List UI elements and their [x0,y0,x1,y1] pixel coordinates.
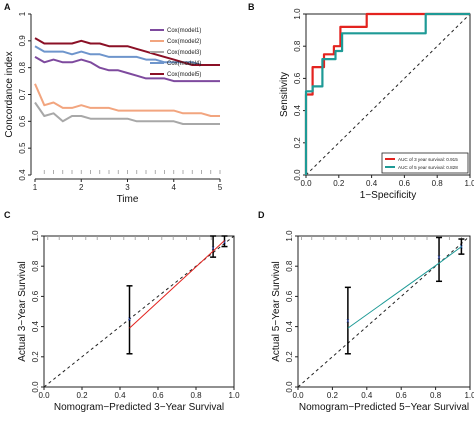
pc-y-tick-label: 0.6 [31,290,40,302]
pc-y-tick-label: 0.2 [31,351,40,363]
pa-y-tick-label: 0.7 [18,88,27,100]
pa-legend-label: Cox(model4) [167,61,201,67]
pb-y-tick-label: 1.0 [293,8,302,20]
pc-x-tick-label: 0.4 [114,391,126,400]
pa-series-line-2 [34,83,220,117]
pc-plot-frame [43,235,235,388]
panel-label-b: B [248,2,255,12]
pd-x-tick-label: 0.2 [327,391,339,400]
pa-series-line-4 [34,45,220,66]
pc-reference-diagonal [43,235,235,388]
pb-legend-label: AUC of 5 year survival: 0.828 [398,165,458,170]
pc-x-tick-label: 0.8 [190,391,202,400]
panel-label-c: C [4,210,11,220]
pa-x-tick-label: 5 [218,183,223,192]
pc-y-tick-label: 0.0 [31,381,40,393]
pb-x-tick-label: 0.2 [333,179,345,188]
pa-x-tick-label: 1 [33,183,38,192]
pd-y-tick-label: 0.6 [285,290,294,302]
pd-reference-diagonal [297,235,471,388]
pa-y-tick-label: 0.6 [18,115,27,127]
pc-point-marker: x [223,240,226,246]
pa-x-tick-label: 4 [172,183,177,192]
pa-legend-label: Cox(model5) [167,72,201,78]
pd-x-tick-label: 0.6 [396,391,408,400]
pa-y-tick-label: 0.8 [18,62,27,74]
pa-legend-label: Cox(model1) [167,28,201,34]
pc-x-tick-label: 0.2 [76,391,88,400]
pb-x-tick-label: 0.8 [432,179,444,188]
pd-x-tick-label: 0.0 [292,391,304,400]
pb-x-tick-label: 0.0 [300,179,312,188]
pc-y-tick-label: 0.8 [31,260,40,272]
calibration-5-year-chart: 0.0 0.2 0.4 0.6 0.8 1.0 0.0 0.2 0.4 0.6 0.8 1.0 Nomo… [271,230,474,413]
concordance-chart: 1 2 3 4 5 0.4 0.5 0.6 0.7 0.8 0.9 1 Time Concordance … [4,11,223,205]
pd-point-marker: x [346,319,349,325]
pa-series-line-5 [34,37,220,66]
pa-x-axis-label: Time [117,194,139,205]
pa-series-line-3 [34,101,220,125]
pa-y-tick-label: 1 [18,11,27,16]
pc-point-marker: x [128,317,131,323]
pd-y-tick-label: 0.2 [285,351,294,363]
pd-plot-frame [297,235,471,388]
pd-x-tick-label: 0.4 [361,391,373,400]
pa-y-axis-label: Concordance index [4,51,15,137]
pc-y-tick-label: 1.0 [31,230,40,242]
pa-y-tick-label: 0.5 [18,142,27,154]
pd-y-axis-label: Actual 5−Year Survival [271,261,282,362]
pb-x-tick-label: 0.4 [366,179,378,188]
pa-legend-label: Cox(model2) [167,39,201,45]
pd-x-axis-label: Nomogram−Predicted 5−Year Survival [299,402,469,413]
pa-y-tick-label: 0.4 [18,169,27,181]
pc-y-axis-label: Actual 3−Year Survival [17,261,28,362]
pb-x-tick-label: 0.6 [399,179,411,188]
pb-y-tick-label: 0.6 [293,72,302,84]
pc-x-tick-label: 0.0 [38,391,50,400]
pd-point-marker: x [460,245,463,251]
pd-x-tick-label: 1.0 [464,391,474,400]
pb-y-tick-label: 0.2 [293,137,302,149]
pc-y-tick-label: 0.4 [31,320,40,332]
pb-y-tick-label: 0.0 [293,169,302,181]
pb-y-tick-label: 0.4 [293,104,302,116]
pc-point-marker: x [212,246,215,252]
pc-x-tick-label: 1.0 [228,391,240,400]
pd-y-tick-label: 0.4 [285,320,294,332]
panel-label-a: A [4,2,11,12]
pd-y-tick-label: 0.8 [285,260,294,272]
pb-x-tick-label: 1.0 [464,179,474,188]
pa-x-tick-label: 3 [125,183,130,192]
pc-x-tick-label: 0.6 [152,391,164,400]
pa-x-tick-label: 2 [79,183,84,192]
panel-label-d: D [258,210,265,220]
pb-reference-diagonal [305,13,471,176]
pd-series-line-1 [347,246,462,329]
pa-series-line-1 [34,56,220,83]
pa-y-tick-label: 0.9 [18,35,27,47]
pb-legend-label: AUC of 3 year survival: 0.915 [398,157,458,162]
pc-x-axis-label: Nomogram−Predicted 3−Year Survival [54,402,224,413]
pd-point-marker: x [438,255,441,261]
pb-y-tick-label: 0.8 [293,40,302,52]
pb-series-line-2 [304,12,470,175]
pb-y-axis-label: Sensitivity [279,72,290,117]
pd-y-tick-label: 0.0 [285,381,294,393]
pd-x-tick-label: 0.8 [430,391,442,400]
pd-y-tick-label: 1.0 [285,230,294,242]
pc-series-line-1 [129,240,225,329]
pb-x-axis-label: 1−Specificity [360,190,416,201]
pb-legend-box [381,152,469,174]
roc-chart: 0.0 0.2 0.4 0.6 0.8 1.0 0.0 0.2 0.4 0.6 0.8 1.0 1−Sp… [279,8,474,201]
calibration-3-year-chart: 0.0 0.2 0.4 0.6 0.8 1.0 0.0 0.2 0.4 0.6 0.8 1.0 Nomo… [17,230,240,413]
pa-legend-label: Cox(model3) [167,50,201,56]
